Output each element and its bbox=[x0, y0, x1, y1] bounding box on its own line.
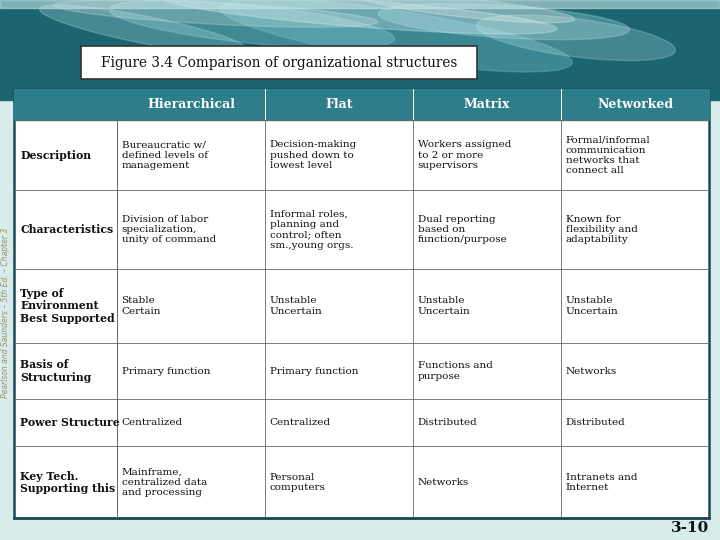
Ellipse shape bbox=[379, 3, 629, 40]
Bar bbox=[14, 89, 709, 120]
Ellipse shape bbox=[477, 15, 675, 60]
Text: Description: Description bbox=[20, 150, 91, 161]
Text: Unstable
Uncertain: Unstable Uncertain bbox=[269, 296, 323, 315]
Ellipse shape bbox=[55, 0, 377, 27]
Text: Dual reporting
based on
function/purpose: Dual reporting based on function/purpose bbox=[418, 214, 508, 245]
Text: Informal roles,
planning and
control; often
sm.,young orgs.: Informal roles, planning and control; of… bbox=[269, 210, 353, 249]
Text: Mainframe,
centralized data
and processing: Mainframe, centralized data and processi… bbox=[122, 468, 207, 497]
Ellipse shape bbox=[109, 1, 395, 48]
Text: Figure 3.4 Comparison of organizational structures: Figure 3.4 Comparison of organizational … bbox=[101, 56, 457, 70]
Bar bbox=[0, 0, 720, 8]
Text: Unstable
Uncertain: Unstable Uncertain bbox=[418, 296, 470, 315]
Text: Key Tech.
Supporting this: Key Tech. Supporting this bbox=[20, 470, 115, 494]
Text: Centralized: Centralized bbox=[269, 418, 330, 427]
Text: 3-10: 3-10 bbox=[671, 521, 709, 535]
Text: Matrix: Matrix bbox=[464, 98, 510, 111]
Text: Pearlson and Saunders – 5th Ed. – Chapter 3: Pearlson and Saunders – 5th Ed. – Chapte… bbox=[1, 228, 10, 399]
Text: Decision-making
pushed down to
lowest level: Decision-making pushed down to lowest le… bbox=[269, 140, 357, 170]
Text: Networked: Networked bbox=[597, 98, 673, 111]
Text: Primary function: Primary function bbox=[122, 367, 210, 376]
Text: Type of
Environment
Best Supported: Type of Environment Best Supported bbox=[20, 288, 114, 324]
Text: Power Structure: Power Structure bbox=[20, 417, 120, 428]
Text: Networks: Networks bbox=[565, 367, 617, 376]
Ellipse shape bbox=[361, 0, 575, 23]
Text: Stable
Certain: Stable Certain bbox=[122, 296, 161, 315]
Text: Flat: Flat bbox=[325, 98, 353, 111]
Text: Formal/informal
communication
networks that
connect all: Formal/informal communication networks t… bbox=[565, 135, 650, 176]
Text: Unstable
Uncertain: Unstable Uncertain bbox=[565, 296, 618, 315]
Text: Networks: Networks bbox=[418, 478, 469, 487]
Bar bbox=[14, 89, 709, 518]
Text: Hierarchical: Hierarchical bbox=[147, 98, 235, 111]
Text: Division of labor
specialization,
unity of command: Division of labor specialization, unity … bbox=[122, 214, 216, 245]
Text: Workers assigned
to 2 or more
supervisors: Workers assigned to 2 or more supervisor… bbox=[418, 140, 511, 170]
Text: Intranets and
Internet: Intranets and Internet bbox=[565, 472, 637, 492]
Text: Known for
flexibility and
adaptability: Known for flexibility and adaptability bbox=[565, 214, 637, 245]
Text: Functions and
purpose: Functions and purpose bbox=[418, 361, 492, 381]
Text: Centralized: Centralized bbox=[122, 418, 183, 427]
Text: Distributed: Distributed bbox=[418, 418, 477, 427]
Text: Bureaucratic w/
defined levels of
management: Bureaucratic w/ defined levels of manage… bbox=[122, 140, 207, 170]
Bar bbox=[0, 0, 720, 100]
Ellipse shape bbox=[163, 0, 557, 34]
Text: Characteristics: Characteristics bbox=[20, 224, 114, 235]
FancyBboxPatch shape bbox=[81, 46, 477, 79]
Text: Distributed: Distributed bbox=[565, 418, 625, 427]
Ellipse shape bbox=[40, 5, 248, 55]
Ellipse shape bbox=[220, 0, 572, 72]
Text: Personal
computers: Personal computers bbox=[269, 472, 325, 492]
Text: Basis of
Structuring: Basis of Structuring bbox=[20, 359, 91, 383]
Text: Primary function: Primary function bbox=[269, 367, 358, 376]
